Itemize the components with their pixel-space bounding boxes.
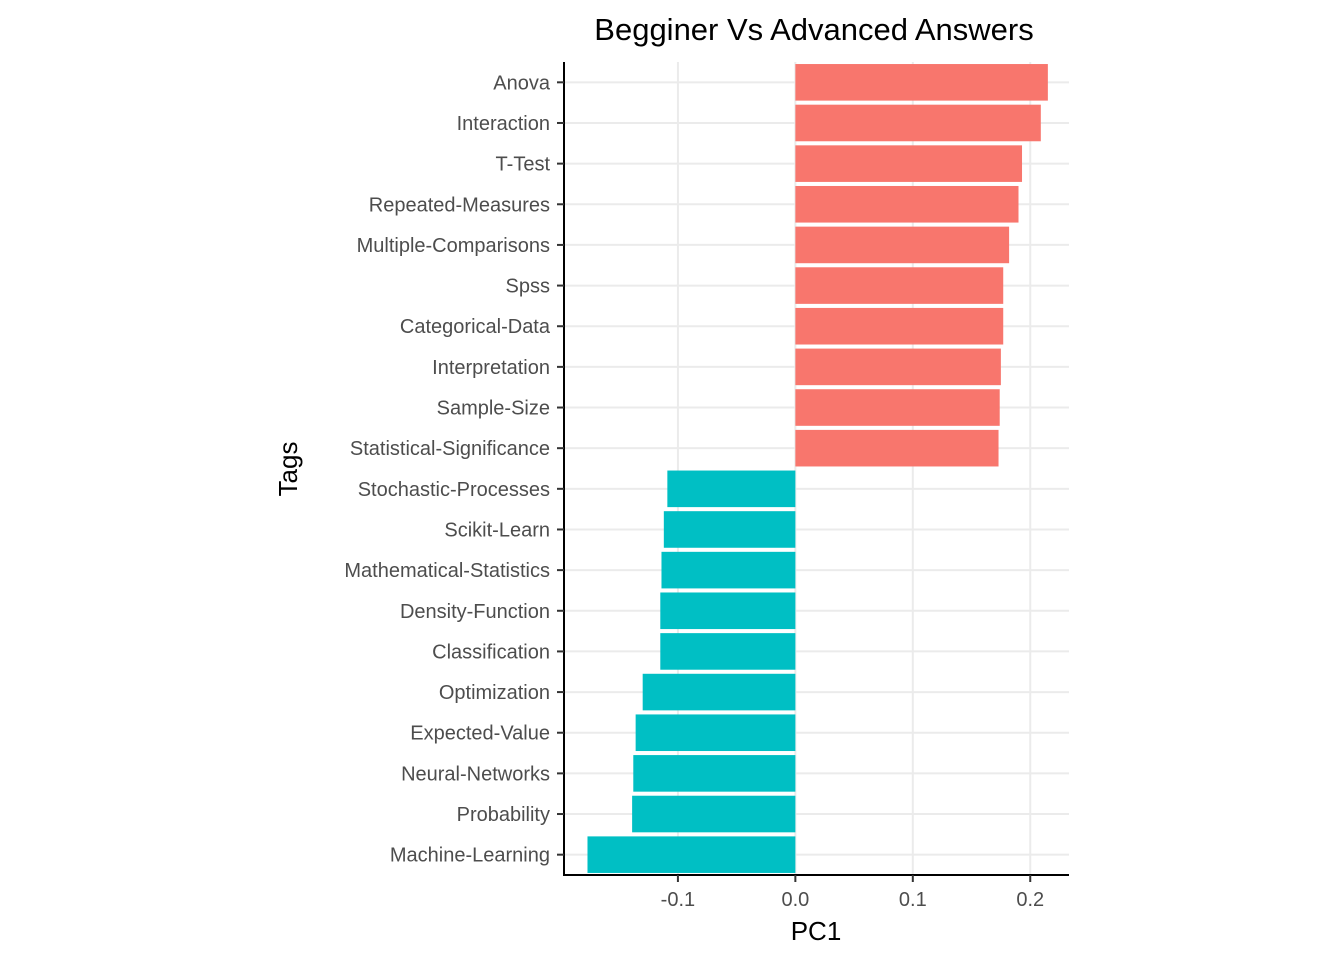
y-tick-label: Repeated-Measures <box>369 194 550 216</box>
bar <box>795 267 1004 304</box>
y-axis-title: Tags <box>273 442 303 497</box>
y-tick-label: Expected-Value <box>410 723 550 745</box>
y-tick-label: Scikit-Learn <box>444 519 550 541</box>
x-tick-label: 0.0 <box>781 889 809 911</box>
bar <box>795 145 1023 182</box>
bar <box>660 633 796 670</box>
bar <box>795 348 1001 386</box>
y-tick-label: T-Test <box>496 154 551 176</box>
x-ticks: -0.1 0.0 0.1 0.2 <box>661 875 1044 911</box>
bar <box>587 836 796 873</box>
bar <box>632 795 796 833</box>
bar <box>642 673 796 711</box>
bar <box>661 551 796 589</box>
x-axis-title: PC1 <box>791 916 842 946</box>
y-tick-label: Stochastic-Processes <box>358 479 550 501</box>
y-tick-label: Interpretation <box>432 357 550 379</box>
x-tick-label: -0.1 <box>661 889 695 911</box>
y-tick-label: Anova <box>493 72 551 94</box>
y-tick-label: Probability <box>457 804 550 826</box>
bar <box>795 226 1010 264</box>
y-tick-label: Classification <box>432 641 550 663</box>
y-tick-label: Multiple-Comparisons <box>357 235 550 257</box>
y-tick-label: Machine-Learning <box>390 845 550 867</box>
y-tick-label: Interaction <box>457 113 550 135</box>
x-tick-label: 0.2 <box>1016 889 1044 911</box>
y-tick-label: Neural-Networks <box>401 763 550 785</box>
chart-title: Begginer Vs Advanced Answers <box>594 12 1033 47</box>
y-ticks: Anova Interaction T-Test Repeated-Measures M… <box>344 72 564 867</box>
grid <box>564 62 1069 875</box>
bar <box>667 470 796 508</box>
bar <box>795 429 999 467</box>
bar <box>795 389 1000 426</box>
y-tick-label: Mathematical-Statistics <box>344 560 550 582</box>
y-tick-label: Optimization <box>439 682 550 704</box>
bar <box>795 104 1041 142</box>
y-tick-label: Spss <box>506 276 550 298</box>
bar <box>660 592 796 630</box>
x-tick-label: 0.1 <box>899 889 927 911</box>
axes <box>563 62 1069 876</box>
bar <box>795 185 1019 223</box>
y-tick-label: Density-Function <box>400 601 550 623</box>
bar <box>663 511 796 548</box>
y-tick-label: Sample-Size <box>437 398 550 420</box>
bar <box>795 307 1004 345</box>
y-tick-label: Categorical-Data <box>400 316 551 338</box>
bar <box>635 714 796 752</box>
y-tick-label: Statistical-Significance <box>350 438 550 460</box>
bar <box>633 755 796 792</box>
bar <box>795 64 1048 101</box>
bars <box>587 64 1048 873</box>
